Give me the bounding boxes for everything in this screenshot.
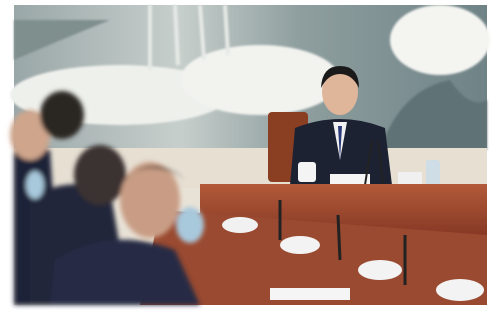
microphone [338, 215, 340, 260]
cup [358, 260, 402, 280]
cup [436, 279, 484, 301]
cup [298, 162, 316, 182]
papers [330, 174, 370, 184]
head [120, 162, 180, 238]
head [74, 145, 126, 205]
photo [0, 0, 499, 311]
head [40, 91, 84, 139]
bottle [426, 160, 440, 186]
nameplate [398, 172, 422, 186]
mask [176, 207, 204, 243]
mask [26, 171, 44, 199]
cup [280, 236, 320, 254]
papers [270, 288, 350, 300]
mist [390, 5, 490, 75]
cup [222, 217, 258, 233]
page [0, 0, 499, 311]
